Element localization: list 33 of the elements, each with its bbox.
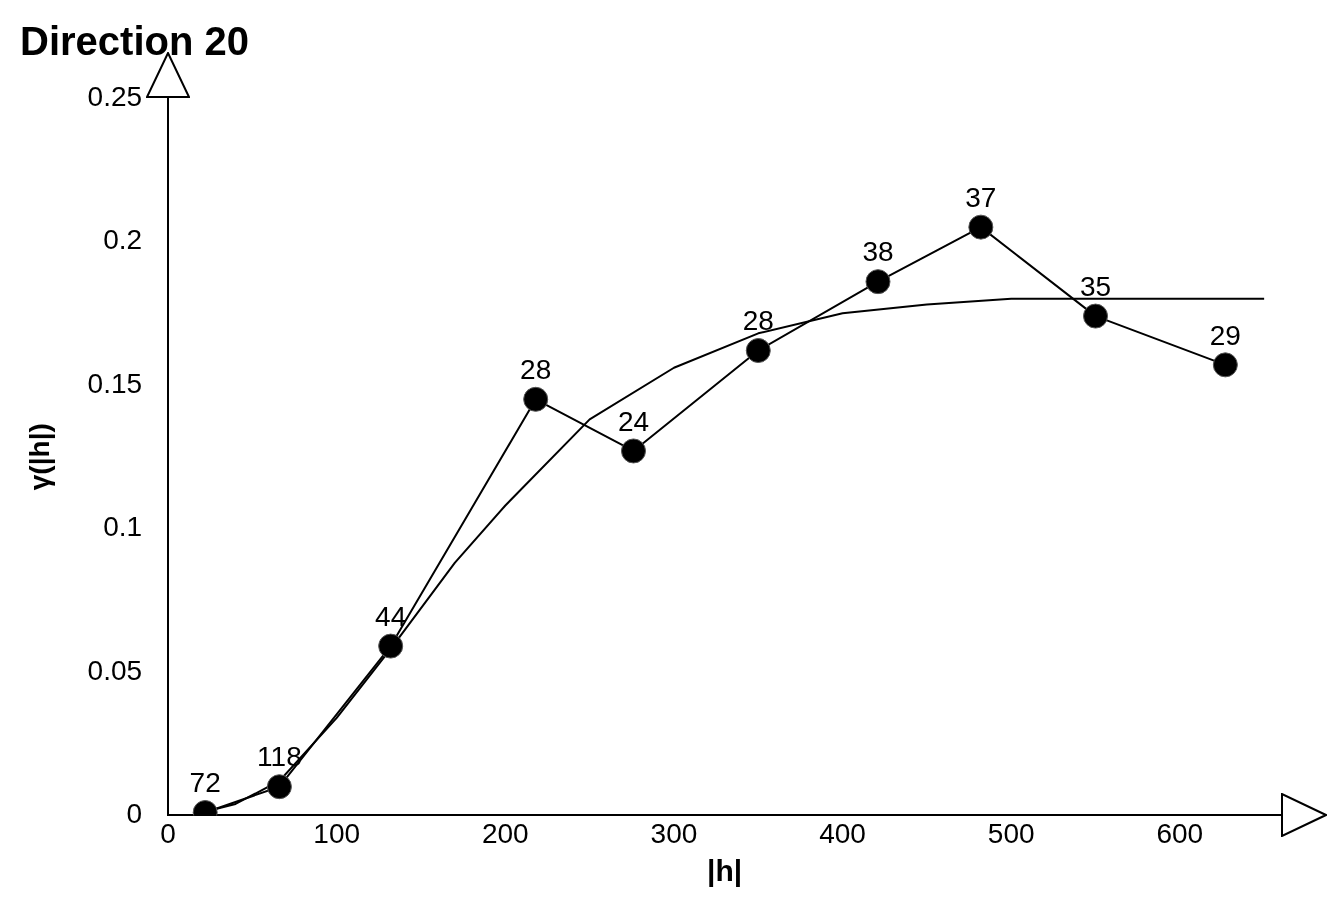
point xyxy=(968,214,994,240)
annotation: 37 xyxy=(965,181,997,213)
point xyxy=(865,269,891,295)
y-tick-label: 0.25 xyxy=(87,80,143,112)
x-tick-label: 0 xyxy=(160,817,176,849)
y-axis-title: γ(|h|) xyxy=(23,423,55,491)
y-tick-label: 0.05 xyxy=(87,654,143,686)
x-tick-label: 300 xyxy=(650,817,698,849)
x-tick-label: 200 xyxy=(481,817,529,849)
x-tick-label: 500 xyxy=(987,817,1035,849)
y-tick-label: 0.15 xyxy=(87,367,143,399)
annotation: 29 xyxy=(1209,319,1241,351)
annotation: 38 xyxy=(862,236,894,268)
annotation: 35 xyxy=(1079,270,1112,302)
annotation: 44 xyxy=(375,600,407,632)
x-tick-label: 600 xyxy=(1156,817,1204,849)
point xyxy=(523,386,549,412)
annotation: 72 xyxy=(189,767,221,799)
point xyxy=(378,633,404,659)
y-tick-label: 0.1 xyxy=(103,511,143,543)
annotation: 28 xyxy=(520,354,552,386)
annotation: 24 xyxy=(617,405,650,437)
x-axis-title: |h| xyxy=(706,854,743,888)
annotation: 28 xyxy=(742,305,774,337)
chart-title: Direction 20 xyxy=(20,19,249,64)
point xyxy=(266,774,292,800)
point xyxy=(1083,303,1109,329)
y-tick-label: 0.2 xyxy=(103,224,143,256)
point xyxy=(1212,352,1238,378)
point xyxy=(620,438,646,464)
point xyxy=(745,338,771,364)
x-tick-label: 400 xyxy=(819,817,866,849)
x-tick-label: 100 xyxy=(313,817,361,849)
